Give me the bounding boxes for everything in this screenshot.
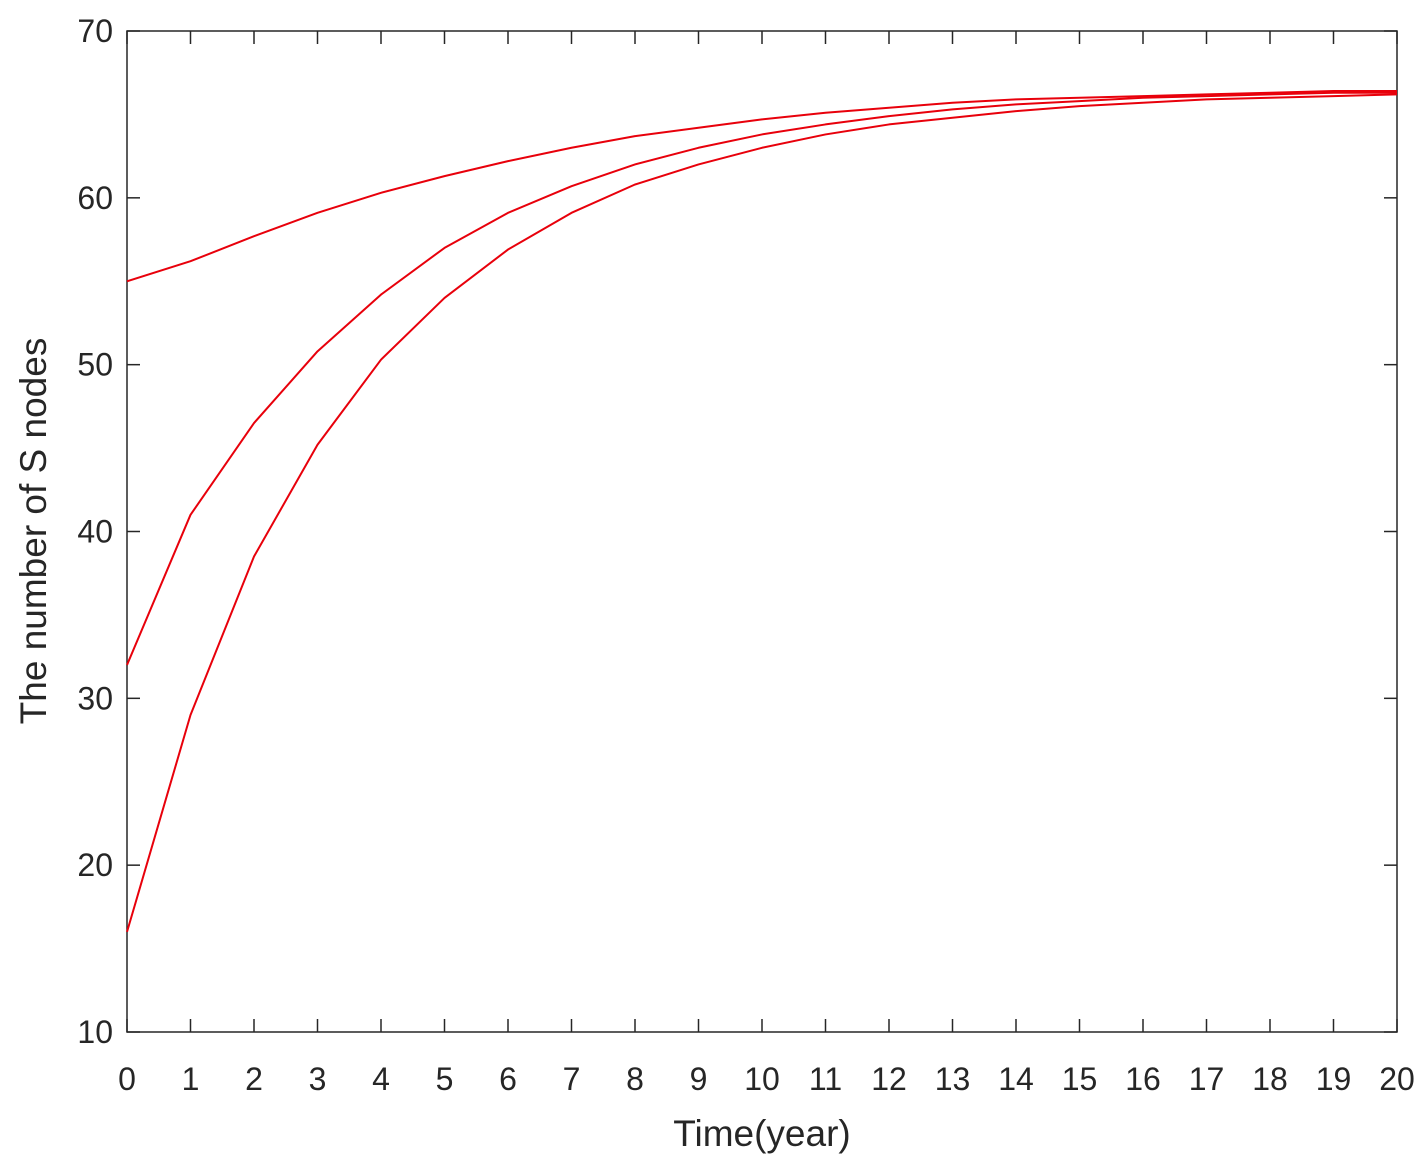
y-tick-label: 10 [77,1014,113,1050]
x-tick-label: 20 [1379,1061,1415,1097]
x-tick-label: 15 [1062,1061,1098,1097]
line-series [126,93,1398,933]
x-tick-label: 4 [372,1061,390,1097]
x-tick-label: 7 [563,1061,581,1097]
x-tick-label: 8 [626,1061,644,1097]
x-tick-label: 6 [499,1061,517,1097]
x-axis-label: Time(year) [673,1113,850,1154]
x-tick-label: 14 [998,1061,1034,1097]
x-tick-label: 5 [436,1061,454,1097]
x-tick-label: 2 [245,1061,263,1097]
plot-frame [126,30,1398,1033]
x-tick-label: 17 [1189,1061,1225,1097]
y-tick-label: 30 [77,680,113,716]
y-axis-label: The number of S nodes [13,338,54,725]
x-tick-label: 3 [309,1061,327,1097]
x-tick-label: 19 [1316,1061,1352,1097]
x-tick-label: 12 [871,1061,907,1097]
x-tick-label: 9 [690,1061,708,1097]
x-tick-label: 0 [118,1061,136,1097]
x-tick-label: 11 [809,1061,842,1097]
line-series [126,90,1397,283]
x-tick-label: 10 [744,1061,780,1097]
y-tick-label: 70 [77,13,113,49]
x-tick-label: 16 [1125,1061,1161,1097]
x-tick-label: 1 [182,1061,200,1097]
x-tick-label: 18 [1252,1061,1288,1097]
y-tick-label: 20 [77,847,113,883]
y-tick-label: 60 [77,180,113,216]
y-tick-label: 40 [77,514,113,550]
y-tick-label: 50 [77,347,113,383]
x-tick-label: 13 [935,1061,971,1097]
line-series [126,91,1397,666]
